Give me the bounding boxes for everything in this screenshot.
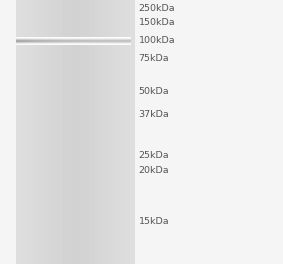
Text: 25kDa: 25kDa — [139, 151, 169, 160]
Text: 75kDa: 75kDa — [139, 54, 169, 63]
Text: 20kDa: 20kDa — [139, 166, 169, 175]
Text: 100kDa: 100kDa — [139, 36, 175, 45]
Text: 150kDa: 150kDa — [139, 18, 175, 27]
Text: 15kDa: 15kDa — [139, 217, 169, 226]
Text: 50kDa: 50kDa — [139, 87, 169, 96]
Text: 250kDa: 250kDa — [139, 4, 175, 13]
Text: 37kDa: 37kDa — [139, 110, 170, 119]
